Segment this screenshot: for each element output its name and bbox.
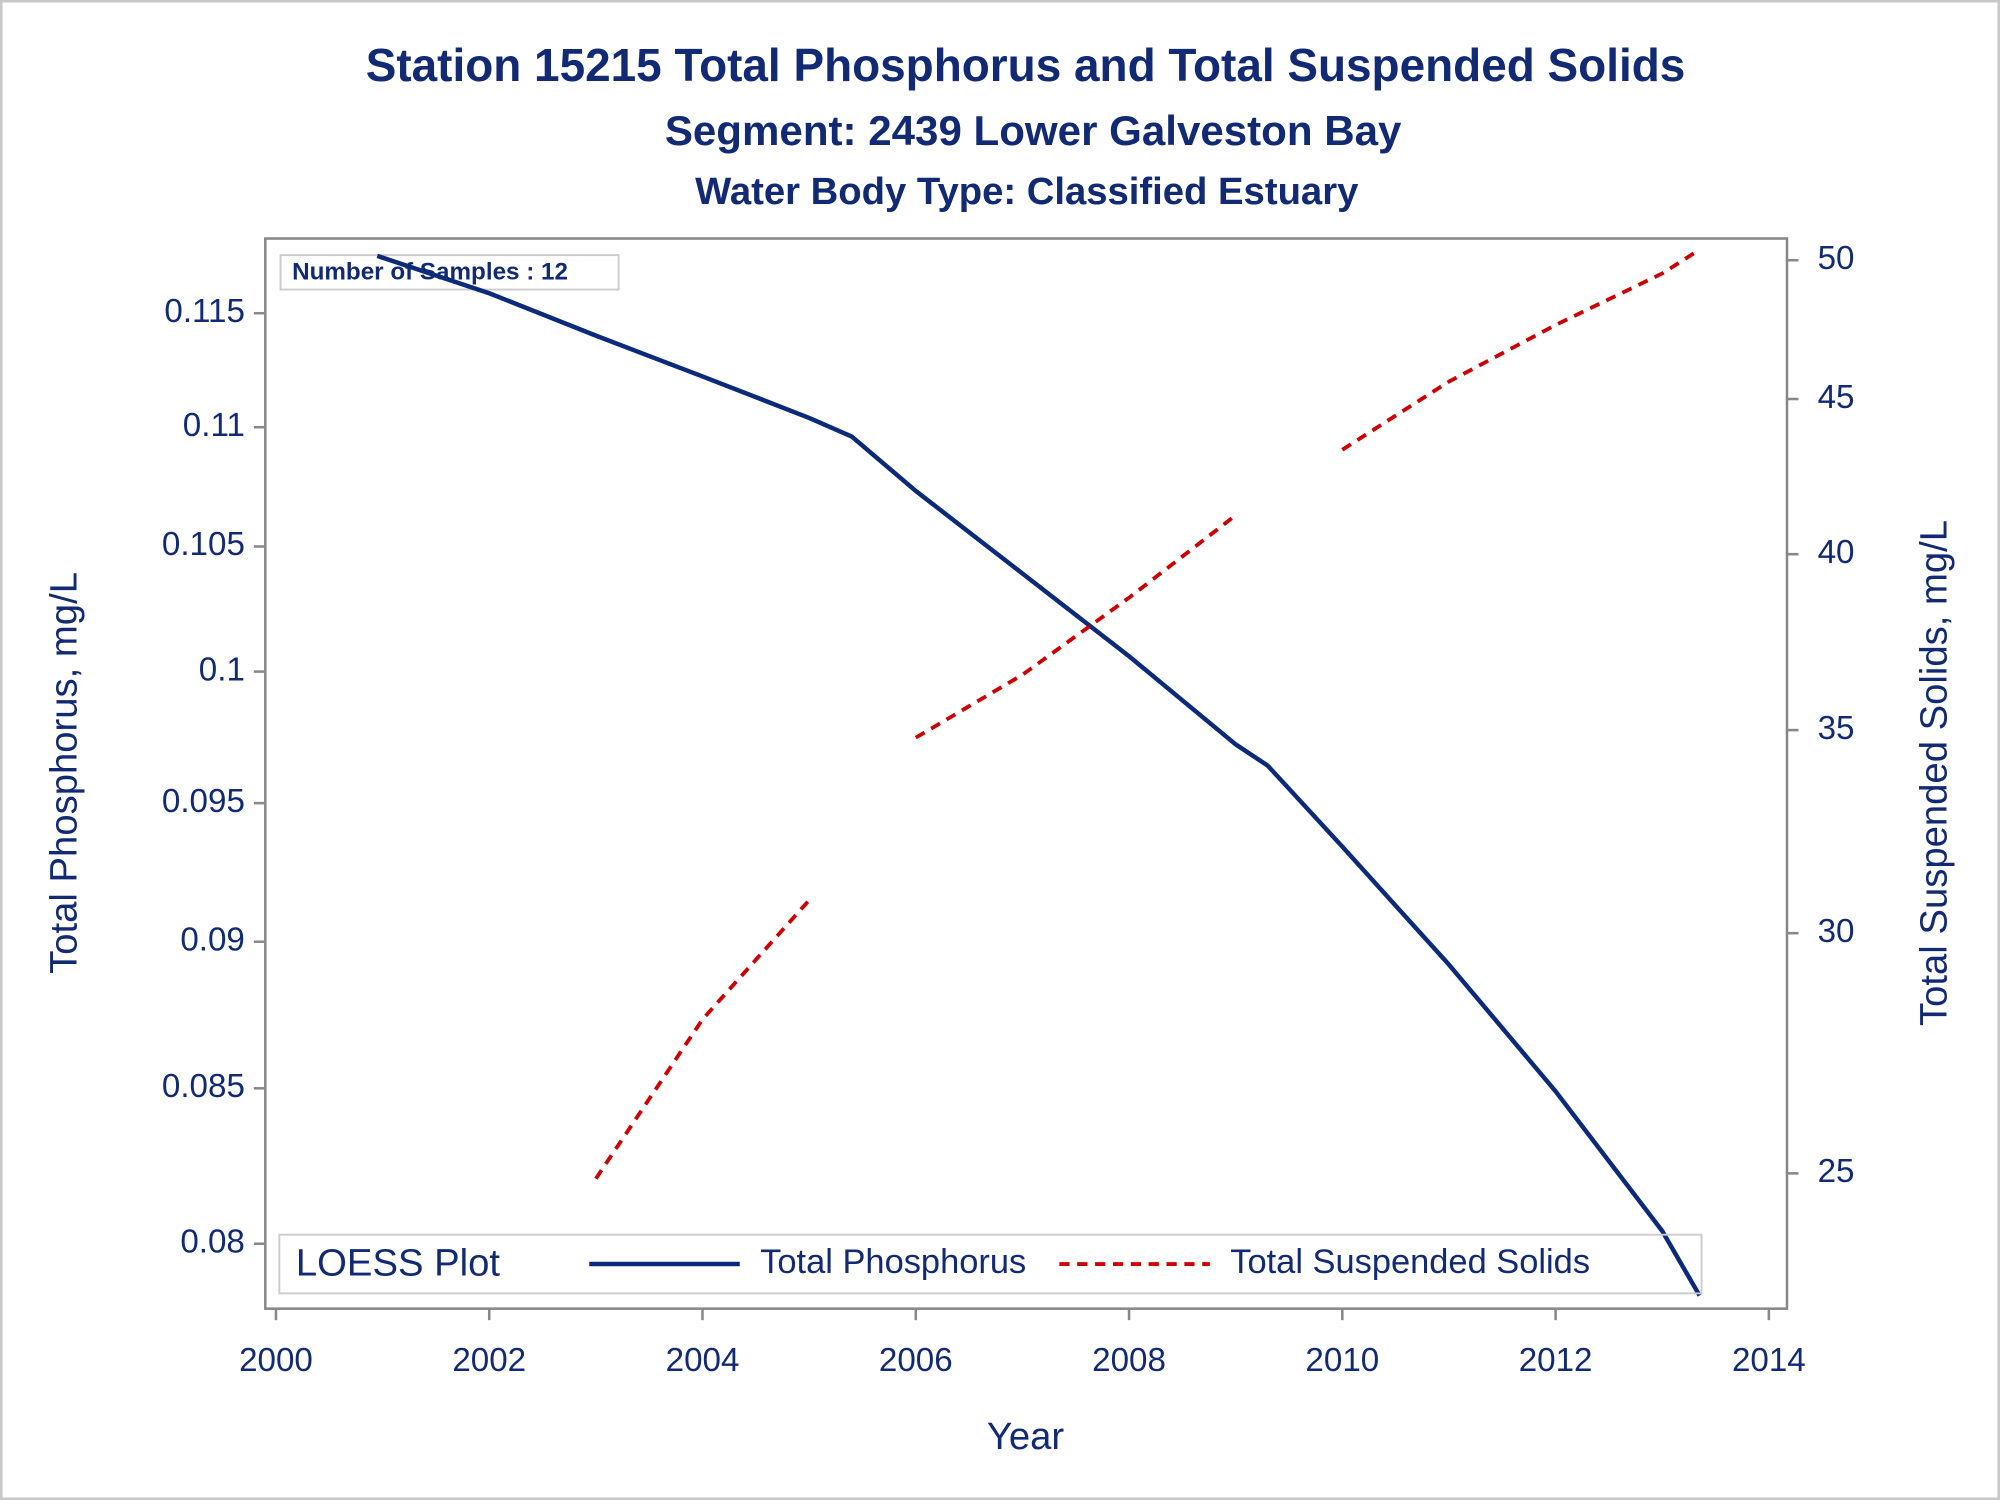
y-tick-label: 0.095 [162, 783, 245, 820]
legend-label: Total Suspended Solids [1230, 1243, 1590, 1281]
chart-title: Station 15215 Total Phosphorus and Total… [366, 39, 1686, 91]
x-tick-label: 2000 [239, 1342, 313, 1379]
y2-tick-label: 45 [1818, 379, 1855, 416]
y2-tick-label: 50 [1818, 240, 1855, 277]
data-line [594, 248, 1701, 1180]
y-tick-label: 0.105 [162, 526, 245, 563]
y-axis-label: Total Phosphorus, mg/L [42, 572, 85, 974]
y2-tick-label: 35 [1818, 710, 1855, 747]
y-tick-label: 0.1 [199, 651, 245, 688]
y2-tick-label: 30 [1818, 913, 1855, 950]
x-tick-label: 2004 [666, 1342, 740, 1379]
x-tick-label: 2012 [1519, 1342, 1593, 1379]
y2-tick-label: 40 [1818, 534, 1855, 571]
x-tick-label: 2014 [1732, 1342, 1806, 1379]
y-tick-label: 0.09 [180, 922, 245, 959]
legend-label: Total Phosphorus [760, 1243, 1026, 1281]
plot-frame [264, 237, 1789, 1310]
x-tick-label: 2010 [1305, 1342, 1379, 1379]
y-tick-label: 0.085 [162, 1068, 245, 1105]
x-tick-label: 2008 [1092, 1342, 1166, 1379]
y2-axis-label: Total Suspended Solids, mg/L [1912, 520, 1955, 1026]
chart-subtitle: Segment: 2439 Lower Galveston Bay [665, 107, 1402, 154]
annotation-box [279, 254, 620, 291]
y-tick-label: 0.08 [180, 1224, 245, 1261]
x-axis-label: Year [987, 1415, 1065, 1458]
chart-subtitle: Water Body Type: Classified Estuary [695, 170, 1359, 213]
legend-title: LOESS Plot [296, 1241, 500, 1284]
y-tick-label: 0.11 [183, 407, 245, 444]
x-tick-label: 2002 [452, 1342, 526, 1379]
legend: LOESS Plot Total Phosphorus Total Suspende… [278, 1233, 1703, 1295]
data-line [376, 253, 1702, 1297]
y2-tick-label: 25 [1818, 1153, 1855, 1190]
x-tick-label: 2006 [879, 1342, 953, 1379]
y-tick-label: 0.115 [164, 293, 245, 330]
legend-box [278, 1233, 1703, 1295]
